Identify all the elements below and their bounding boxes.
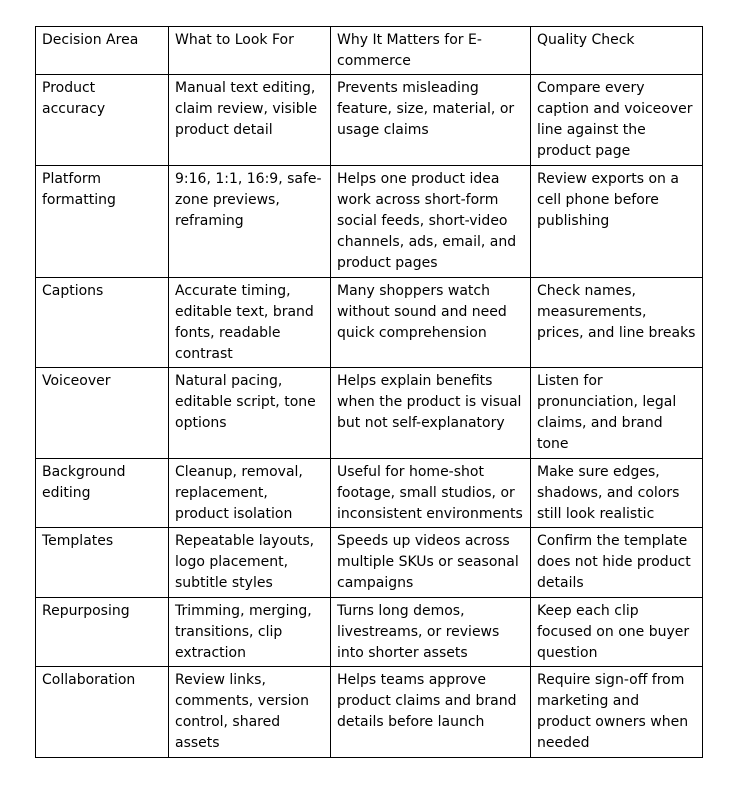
cell: Turns long demos, livestreams, or review… [330,597,531,667]
cell: Repurposing [35,597,169,667]
table-row: Background editing Cleanup, removal, repl… [35,458,703,528]
cell: Prevents misleading feature, size, mater… [330,74,531,166]
table-row: Captions Accurate timing, editable text, … [35,277,703,368]
cell: Platform formatting [35,165,169,278]
cell: Voiceover [35,367,169,459]
cell: Helps teams approve product claims and b… [330,666,531,758]
cell: 9:16, 1:1, 16:9, safe-zone previews, ref… [168,165,331,278]
header-cell: Quality Check [530,26,703,75]
table-row: Product accuracy Manual text editing, cla… [35,74,703,166]
cell: Collaboration [35,666,169,758]
cell: Repeatable layouts, logo placement, subt… [168,527,331,598]
cell: Listen for pronunciation, legal claims, … [530,367,703,459]
header-cell: Decision Area [35,26,169,75]
cell: Trimming, merging, transitions, clip ext… [168,597,331,667]
header-row: Decision Area What to Look For Why It Matt… [35,26,703,75]
table-row: Collaboration Review links, comments, ver… [35,666,703,758]
cell: Helps explain benefits when the product … [330,367,531,459]
cell: Make sure edges, shadows, and colors sti… [530,458,703,528]
cell: Cleanup, removal, replacement, product i… [168,458,331,528]
cell: Confirm the template does not hide produ… [530,527,703,598]
table-row: Repurposing Trimming, merging, transition… [35,597,703,667]
cell: Manual text editing, claim review, visib… [168,74,331,166]
cell: Background editing [35,458,169,528]
cell: Natural pacing, editable script, tone op… [168,367,331,459]
cell: Useful for home-shot footage, small stud… [330,458,531,528]
table-row: Platform formatting 9:16, 1:1, 16:9, safe… [35,165,703,278]
cell: Review exports on a cell phone before pu… [530,165,703,278]
cell: Many shoppers watch without sound and ne… [330,277,531,368]
cell: Accurate timing, editable text, brand fo… [168,277,331,368]
header-cell: Why It Matters for E-commerce [330,26,531,75]
cell: Captions [35,277,169,368]
cell: Review links, comments, version control,… [168,666,331,758]
table-row: Templates Repeatable layouts, logo placem… [35,527,703,598]
header-cell: What to Look For [168,26,331,75]
cell: Product accuracy [35,74,169,166]
cell: Speeds up videos across multiple SKUs or… [330,527,531,598]
cell: Keep each clip focused on one buyer ques… [530,597,703,667]
cell: Helps one product idea work across short… [330,165,531,278]
table: Decision Area What to Look For Why It Matt… [35,26,703,758]
cell: Check names, measurements, prices, and l… [530,277,703,368]
table-row: Voiceover Natural pacing, editable script… [35,367,703,459]
cell: Compare every caption and voiceover line… [530,74,703,166]
cell: Templates [35,527,169,598]
cell: Require sign-off from marketing and prod… [530,666,703,758]
